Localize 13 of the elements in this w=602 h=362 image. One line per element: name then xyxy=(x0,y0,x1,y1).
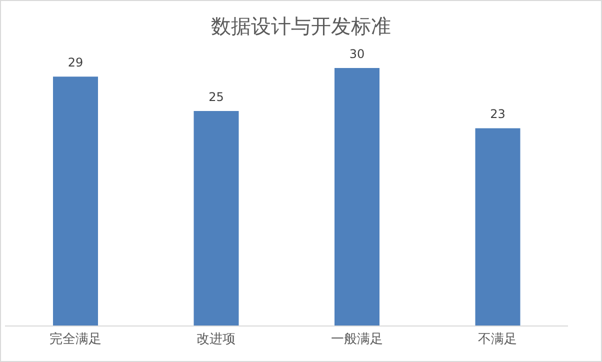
bar xyxy=(334,68,380,326)
x-tick-label: 改进项 xyxy=(196,332,236,348)
bar xyxy=(53,76,98,326)
chart-title: 数据设计与开发标准 xyxy=(210,13,392,40)
x-tick-label: 完全满足 xyxy=(49,331,102,348)
data-label: 25 xyxy=(208,90,224,104)
data-label: 30 xyxy=(349,47,365,61)
bar xyxy=(194,111,239,326)
data-label: 29 xyxy=(68,56,84,70)
bar xyxy=(475,128,520,326)
x-tick-label: 不满足 xyxy=(478,332,518,348)
x-tick-label: 一般满足 xyxy=(330,332,383,348)
data-label: 23 xyxy=(490,107,506,122)
